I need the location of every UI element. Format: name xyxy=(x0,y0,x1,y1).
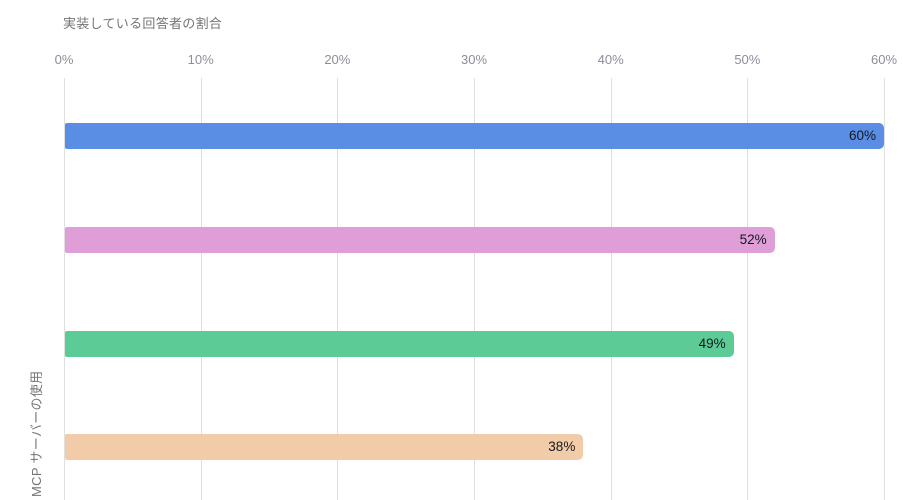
x-tick-label: 20% xyxy=(324,52,351,67)
gridline xyxy=(747,78,749,500)
gridline xyxy=(337,78,339,500)
bar-value-label: 38% xyxy=(548,439,576,454)
x-tick-label: 0% xyxy=(54,52,74,67)
bar[interactable]: 60% xyxy=(65,123,884,149)
gridline xyxy=(200,78,202,500)
gridline xyxy=(884,78,885,500)
x-tick-label: 10% xyxy=(187,52,214,67)
x-tick-label: 60% xyxy=(870,52,898,67)
gridline xyxy=(474,78,475,500)
gridline xyxy=(610,78,612,500)
bar[interactable]: 52% xyxy=(65,227,775,253)
bar[interactable]: 49% xyxy=(65,331,734,357)
x-tick-label: 50% xyxy=(734,52,761,67)
bar-value-label: 52% xyxy=(739,232,767,247)
chart-title: 実装している回答者の割合 xyxy=(63,16,223,31)
bar-value-label: 49% xyxy=(698,336,726,351)
x-tick-label: 40% xyxy=(597,52,624,67)
bar[interactable]: 38% xyxy=(65,434,584,460)
gridline xyxy=(64,78,65,500)
bar-value-label: 60% xyxy=(848,128,876,143)
x-tick-label: 30% xyxy=(460,52,488,67)
